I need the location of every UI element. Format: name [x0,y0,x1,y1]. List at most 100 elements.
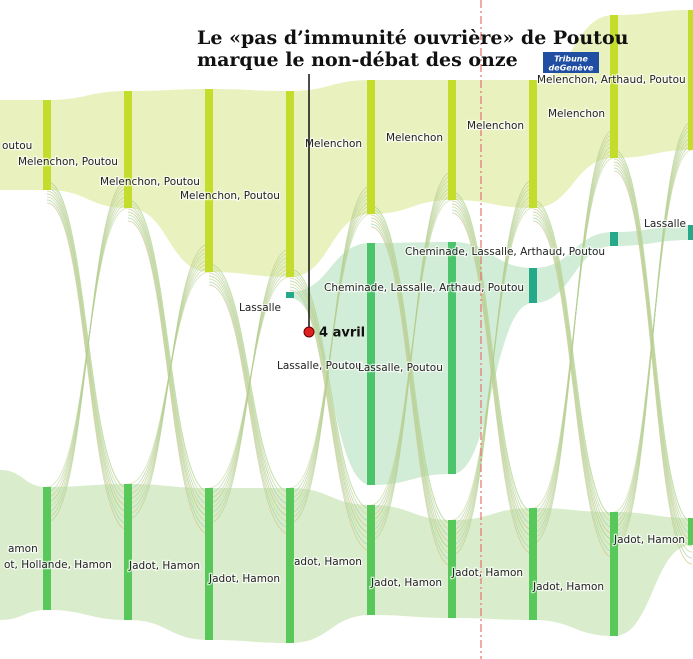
node-label: outou [2,140,32,152]
node-bar [448,242,456,474]
flow-thread [532,220,615,559]
flow-thread [289,185,372,524]
flow-thread [370,223,453,561]
flow [47,91,128,208]
node-label: Melenchon [467,120,524,132]
node-bar [688,10,693,150]
flow-thread [46,196,129,519]
flow-thread [208,272,291,511]
nodes [43,10,693,643]
node-label: Melenchon, Poutou [18,156,118,168]
node-bar [529,80,537,208]
flow-thread [451,179,534,556]
node-label: Melenchon [548,108,605,120]
node-bar [43,487,51,610]
node-label: Jadot, Hamon [613,534,685,546]
flow-thread [532,214,615,547]
node-label: Jadot, Hamon [128,560,200,572]
node-bar [529,268,537,303]
node-bar [688,225,693,240]
flow-thread [127,214,210,523]
flow-thread [370,226,453,567]
flow [614,225,692,246]
node-label: Melenchon, Poutou [100,176,200,188]
annotation-label: 4 avril [319,326,365,341]
flow-thread [208,284,291,535]
flow [533,508,614,636]
flow-thread [289,283,372,540]
flow-thread [451,194,534,519]
flow-thread [451,209,534,549]
flow-thread [127,199,210,493]
node-bar [205,89,213,272]
node-bar [286,91,294,277]
flow-thread [289,274,372,522]
node-label: Melenchon [305,138,362,150]
flow-thread [208,263,291,493]
flow [209,488,290,643]
title-line: marque le non-débat des onze [197,49,518,71]
node-bar [124,484,132,620]
node-bar [205,488,213,640]
title-line: Le «pas d’immunité ouvrière» de Poutou [197,27,629,49]
flow-thread [46,187,129,501]
node-bar [367,243,375,485]
flow [290,80,371,277]
flow-thread [46,184,129,495]
flow-thread [532,129,615,544]
node-label: Lassalle [239,302,281,314]
flow-thread [127,243,210,520]
flow-thread [46,181,129,489]
flow-thread [532,208,615,535]
flow-thread [208,275,291,517]
flow [371,505,452,618]
flow-thread [532,205,615,529]
flow-thread [451,206,534,543]
flow-thread [127,211,210,517]
flow-thread [613,121,693,548]
node-bar [448,80,456,200]
flow-thread [208,248,291,524]
flow [452,508,533,620]
flow [614,10,692,158]
node-label: adot, Hamon [294,556,362,568]
node-label: Melenchon, Arthaud, Poutou [537,74,686,86]
flow-thread [208,278,291,523]
node-label: ot, Hollande, Hamon [4,559,112,571]
node-bar [43,100,51,190]
node-label: Cheminade, Lassalle, Arthaud, Poutou [405,246,605,258]
flow-thread [46,199,129,525]
flow-thread [127,208,210,511]
flow-thread [127,220,210,535]
node-bar [529,508,537,620]
node-bar [367,80,375,214]
flow-thread [532,211,615,541]
flow-thread [532,199,615,517]
flow [128,89,209,272]
node-label: Jadot, Hamon [532,581,604,593]
node-bar [610,512,618,636]
node-bar [286,488,294,643]
node-label: Melenchon, Poutou [180,190,280,202]
node-label: Melenchon [386,132,443,144]
flow-thread [451,191,534,513]
flow-thread [370,211,453,537]
logo-text: Tribune [554,55,588,64]
flow [128,484,209,640]
flow-thread [289,268,372,510]
flow [614,512,692,636]
node-label: Lassalle [644,218,686,230]
node-bar [448,520,456,618]
flow-thread [370,217,453,549]
logo [543,52,599,73]
flow-thread [289,271,372,516]
node-bar [286,292,294,298]
flow-thread [127,217,210,529]
flow-thread [46,202,129,531]
node-bar [610,15,618,158]
flow [452,80,533,208]
flow [0,470,47,620]
flow-thread [370,171,453,541]
flow-thread [208,281,291,529]
